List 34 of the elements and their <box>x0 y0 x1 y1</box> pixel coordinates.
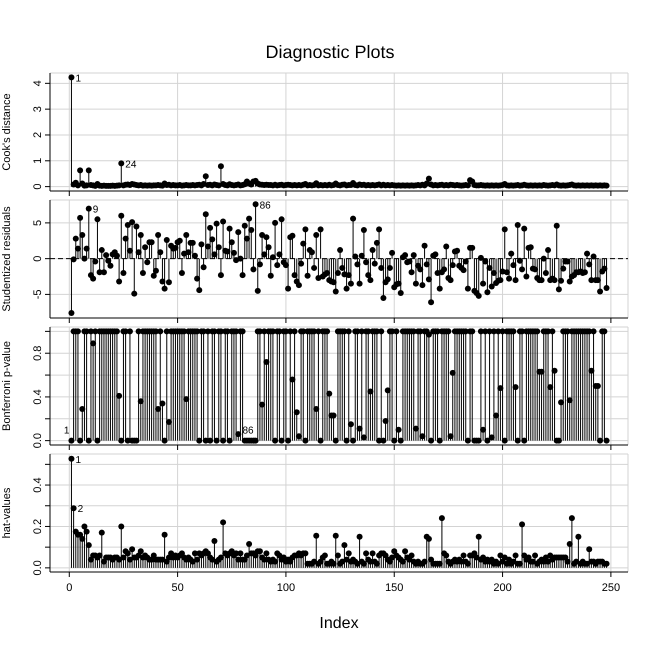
x-tick-label: 50 <box>171 582 184 594</box>
annotation: 1 <box>64 426 70 437</box>
annotation: 24 <box>125 159 137 170</box>
y-tick-label: 0.8 <box>32 346 44 361</box>
y-axis-title: hat-values <box>0 487 13 538</box>
x-tick-label: 0 <box>66 582 72 594</box>
y-axis-title: Studentized residuals <box>0 206 13 312</box>
y-tick-label: 3 <box>32 106 44 112</box>
y-axis-title: Cook's distance <box>0 93 13 171</box>
y-tick-label: 1 <box>32 158 44 164</box>
y-tick-label: 0.0 <box>32 560 44 576</box>
annotation: 2 <box>78 504 84 516</box>
y-tick-label: 0.2 <box>32 518 44 534</box>
x-axis-title: Index <box>319 615 359 632</box>
x-tick-label: 150 <box>385 582 404 594</box>
y-tick-label: 4 <box>32 80 44 86</box>
annotation: 86 <box>242 426 254 437</box>
y-tick-label: 0 <box>32 184 44 190</box>
y-tick-label: 0.4 <box>32 389 44 405</box>
y-tick-label: 2 <box>32 132 44 138</box>
chart-title: Diagnostic Plots <box>264 42 396 63</box>
annotation: 1 <box>75 73 82 84</box>
annotation: 1 <box>75 454 82 466</box>
y-tick-label: 0 <box>32 256 44 262</box>
y-axis-title: Bonferroni p-value <box>0 341 13 431</box>
annotation: 9 <box>92 204 99 216</box>
x-tick-label: 250 <box>602 582 620 594</box>
annotation: 86 <box>260 200 272 212</box>
x-tick-label: 100 <box>276 582 296 594</box>
y-tick-label: -5 <box>32 290 44 300</box>
y-tick-label: 5 <box>32 220 44 226</box>
x-tick-label: 200 <box>493 582 512 594</box>
y-tick-label: 0.4 <box>32 477 44 493</box>
y-tick-label: 0.0 <box>32 432 44 448</box>
